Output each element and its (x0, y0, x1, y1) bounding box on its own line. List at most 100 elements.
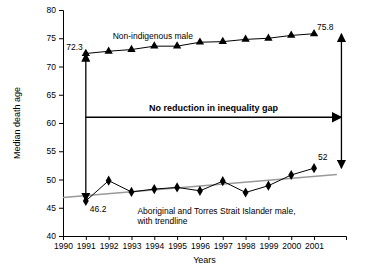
x-tick: 1994 (145, 236, 164, 251)
x-tick-mark (109, 236, 110, 240)
y-tick: 70 (47, 62, 63, 72)
x-tick: 1996 (191, 236, 210, 251)
point (173, 41, 181, 48)
y-tick-mark (59, 180, 63, 181)
y-tick-label: 45 (47, 203, 57, 213)
y-tick-label: 60 (47, 118, 57, 128)
y-tick-mark (59, 123, 63, 124)
y-tick-mark (59, 38, 63, 39)
annotations: No reduction in inequality gap 72.3 75.8 46… (66, 22, 341, 226)
x-tick-mark (131, 236, 132, 240)
point (197, 186, 203, 196)
y-axis-line (59, 11, 64, 237)
x-tick-label: 1997 (214, 241, 233, 251)
y-tick-mark (59, 95, 63, 96)
point (127, 45, 135, 52)
x-tick-mark (246, 236, 247, 240)
point (311, 163, 317, 173)
data-label: 46.2 (90, 204, 107, 214)
y-tick: 60 (47, 118, 63, 128)
gap-arrow-horizontal (86, 117, 342, 119)
y-tick: 75 (47, 33, 63, 43)
point (264, 33, 272, 40)
x-tick-mark (314, 236, 315, 240)
x-tick: 1990 (54, 236, 73, 251)
plot: 1990 1991 1992 19931994 1995 1996 1997 19981999… (47, 5, 347, 251)
x-tick-mark (291, 236, 292, 240)
x-tick-label: 1994 (145, 241, 164, 251)
x-axis-title: Years (193, 255, 216, 265)
point (243, 187, 249, 197)
x-tick-mark (223, 236, 224, 240)
x-tick-mark (177, 236, 178, 240)
y-tick-mark (59, 67, 63, 68)
y-tick: 80 (47, 5, 63, 15)
series-line (86, 168, 314, 201)
point (220, 176, 226, 186)
gap-arrow (341, 34, 342, 168)
x-tick: 1993 (123, 236, 142, 251)
y-tick-label: 70 (47, 62, 57, 72)
point (151, 184, 157, 194)
y-tick: 65 (47, 90, 63, 100)
point (129, 187, 135, 197)
annotation-text: No reduction in inequality gap (149, 103, 279, 113)
y-axis-title: Median death age (12, 87, 22, 159)
y-tick-mark (59, 236, 63, 237)
x-tick-mark (86, 236, 87, 240)
x-tick-label: 1999 (259, 241, 278, 251)
y-axis: 40 45 50 55 60 65 70 75 80 (47, 5, 64, 241)
y-tick-mark (59, 10, 63, 11)
x-tick-mark (200, 236, 201, 240)
point (106, 176, 112, 186)
y-tick-label: 80 (47, 5, 57, 15)
gap-arrow (85, 54, 86, 201)
x-tick-mark (268, 236, 269, 240)
x-tick: 2000 (282, 236, 301, 251)
x-tick-label: 1992 (100, 241, 119, 251)
point (241, 35, 249, 42)
point (196, 37, 204, 44)
x-tick: 1992 (100, 236, 119, 251)
point (219, 37, 227, 44)
y-tick-label: 40 (47, 231, 57, 241)
x-tick-label: 2001 (305, 241, 324, 251)
y-tick-label: 55 (47, 146, 57, 156)
y-tick: 50 (47, 175, 63, 185)
x-tick: 1998 (237, 236, 256, 251)
y-tick-label: 75 (47, 33, 57, 43)
y-tick: 40 (47, 231, 63, 241)
x-tick-label: 2000 (282, 241, 301, 251)
point (287, 31, 295, 38)
y-tick: 55 (47, 146, 63, 156)
y-tick-mark (59, 208, 63, 209)
x-tick-label: 1990 (54, 241, 73, 251)
x-tick-label: 1995 (168, 241, 187, 251)
x-tick-label: 1991 (77, 241, 96, 251)
x-tick: 1997 (214, 236, 233, 251)
data-label: 72.3 (66, 42, 83, 52)
chart: 1990 1991 1992 19931994 1995 1996 1997 19981999… (0, 0, 368, 267)
x-axis: 1990 1991 1992 19931994 1995 1996 1997 19981999… (54, 236, 346, 251)
y-tick-label: 65 (47, 90, 57, 100)
point (265, 181, 271, 191)
x-tick-label: 1996 (191, 241, 210, 251)
point (150, 41, 158, 48)
x-tick-label: 1998 (237, 241, 256, 251)
data-label: 75.8 (317, 22, 334, 32)
x-tick: 1999 (259, 236, 278, 251)
y-tick-mark (59, 151, 63, 152)
x-tick: 1991 (77, 236, 96, 251)
series-label: Aboriginal and Torres Strait Islander ma… (136, 206, 295, 226)
point (174, 182, 180, 192)
x-tick: 1995 (168, 236, 187, 251)
series-label: Non-indigenous male (113, 31, 194, 41)
y-tick: 45 (47, 203, 63, 213)
y-tick-label: 50 (47, 175, 57, 185)
x-tick-label: 1993 (123, 241, 142, 251)
data-label: 52 (318, 152, 328, 162)
point (104, 46, 112, 53)
trendline (63, 174, 337, 197)
x-tick-mark (154, 236, 155, 240)
point (288, 170, 294, 180)
